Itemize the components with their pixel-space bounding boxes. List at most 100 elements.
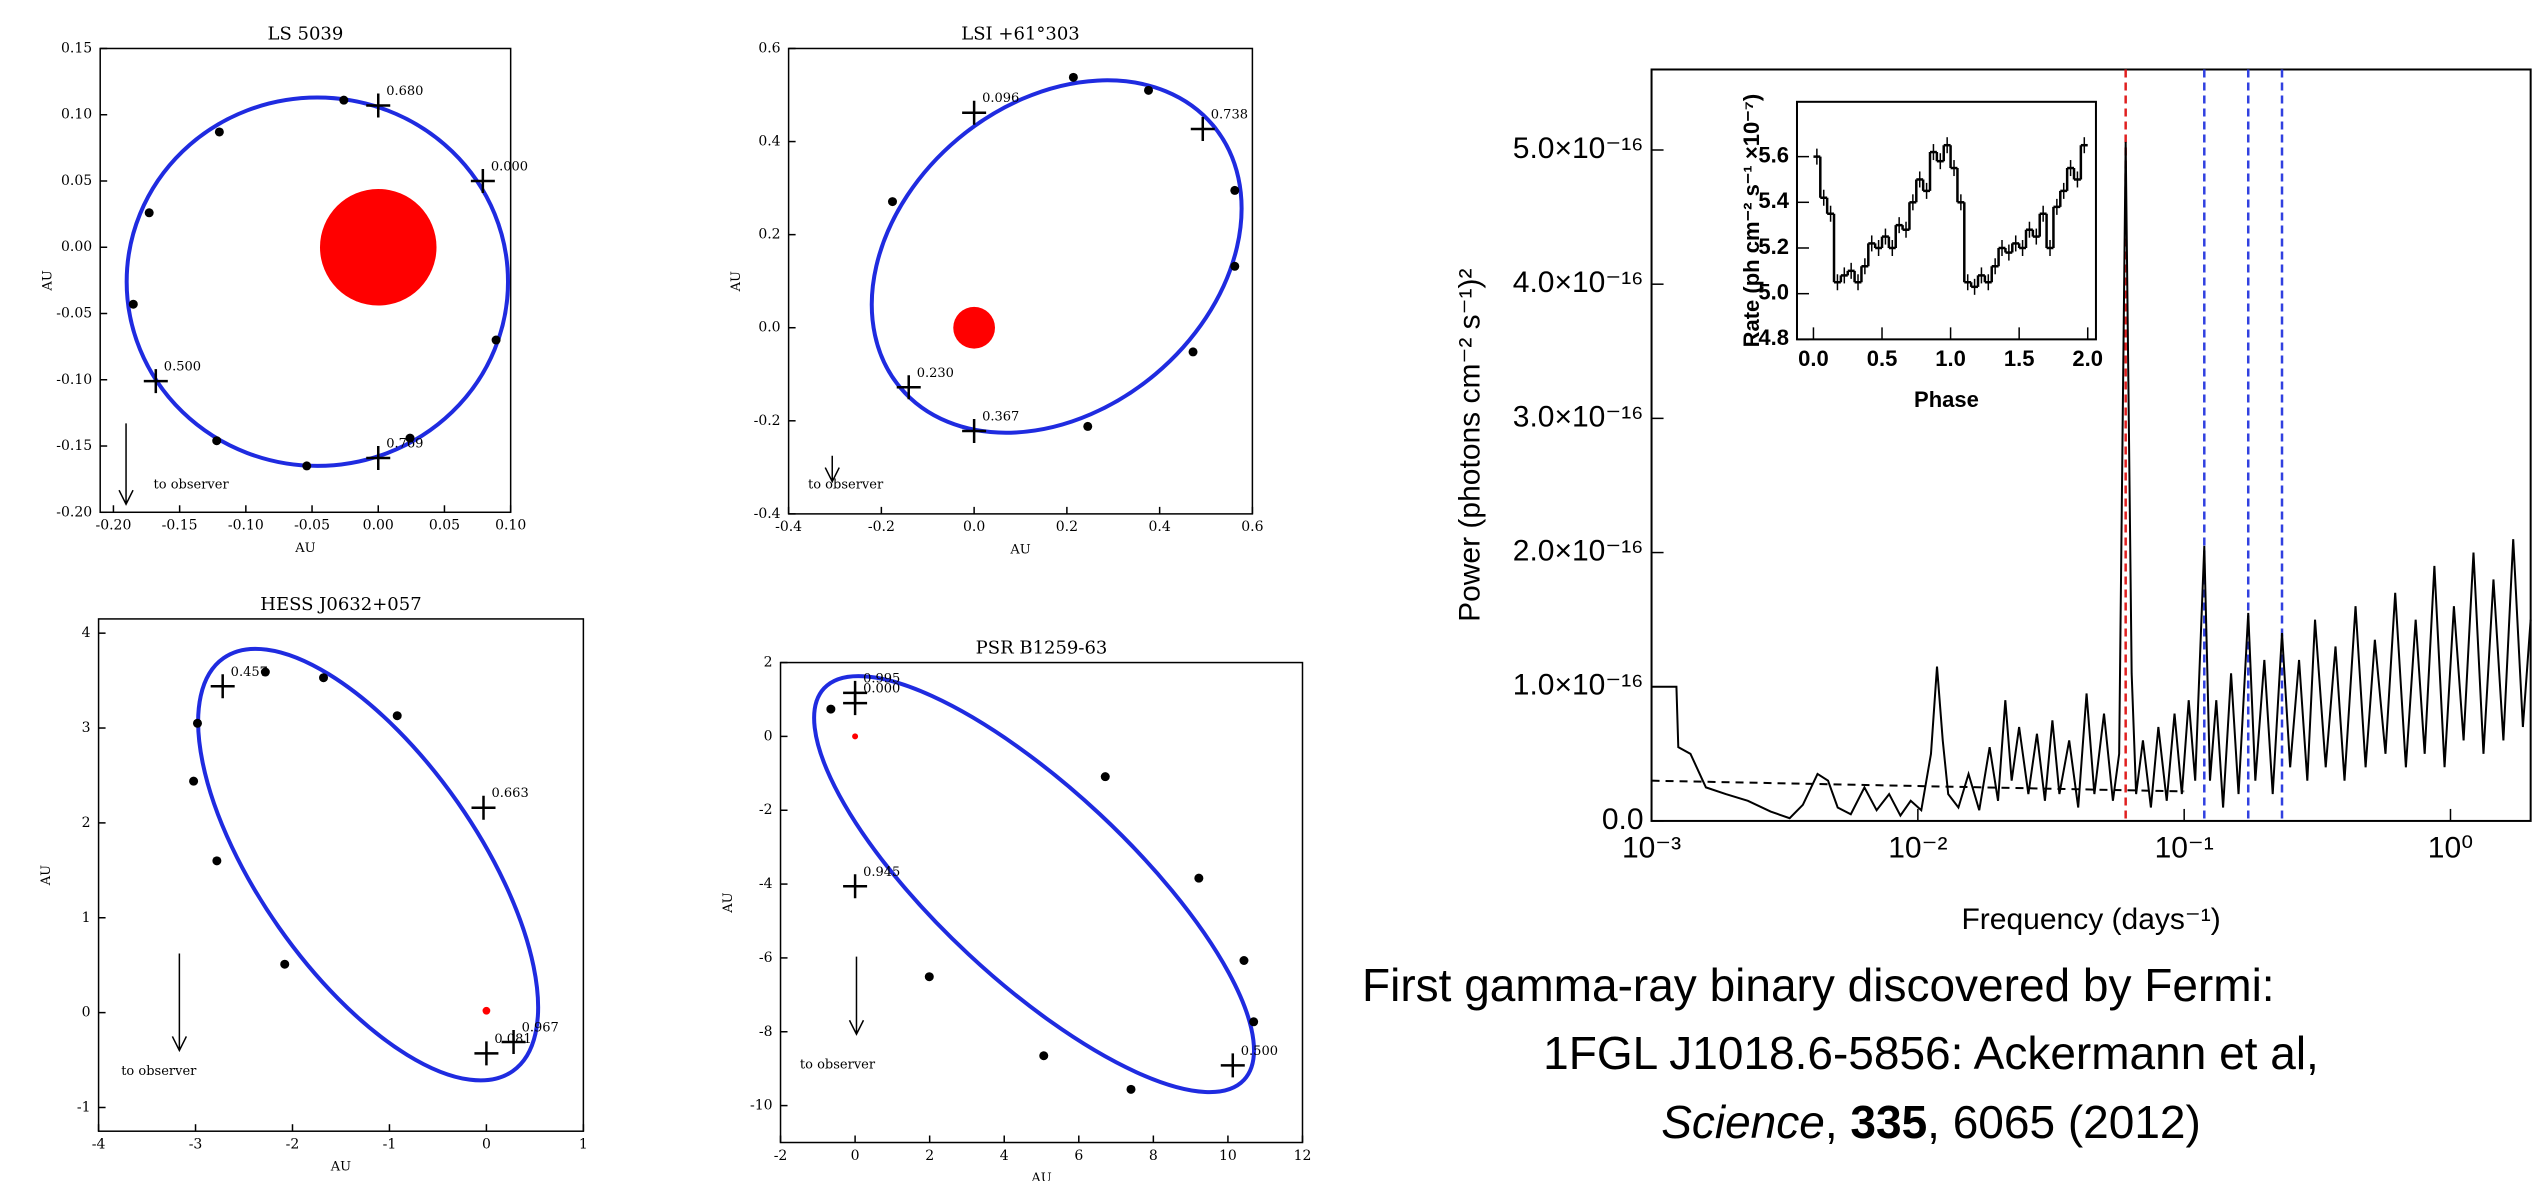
phase-label: 0.663	[492, 786, 529, 801]
orbit-point	[491, 335, 501, 345]
y-tick-label: 0.10	[61, 107, 92, 123]
y-tick-label: 0.00	[61, 239, 92, 255]
phase-label: 0.230	[917, 366, 954, 381]
y-axis-label: AU	[41, 270, 56, 291]
phase-label: 0.367	[982, 410, 1019, 425]
y-tick-label: 0.15	[61, 40, 92, 56]
x-tick-label: 0	[482, 1137, 491, 1153]
orbit-point	[189, 776, 199, 786]
orbit-point	[302, 461, 312, 471]
phase-marker	[143, 369, 168, 394]
x-tick-label: 10⁻²	[1888, 831, 1947, 864]
x-tick-label: 6	[1074, 1148, 1083, 1164]
x-tick-label: -0.4	[775, 519, 802, 535]
y-tick-label: 5.2	[1758, 234, 1789, 259]
x-axis-label: AU	[330, 1160, 351, 1175]
y-axis-label: AU	[729, 271, 744, 292]
plot-frame	[779, 661, 1304, 1144]
x-tick-label: 0.10	[495, 518, 526, 534]
plot-frame	[97, 618, 585, 1132]
x-axis-label: AU	[294, 541, 315, 556]
x-tick-label: 10⁻³	[1622, 831, 1681, 864]
x-tick-label: 0.05	[429, 518, 460, 534]
y-axis-label: AU	[721, 892, 736, 913]
phase-marker	[210, 674, 235, 699]
phase-marker	[501, 1030, 526, 1055]
phase-marker	[843, 874, 868, 899]
x-tick-label: -3	[189, 1137, 203, 1153]
phase-label: 0.945	[863, 865, 900, 880]
y-tick-label: 0.2	[758, 227, 780, 243]
x-tick-label: -2	[286, 1137, 300, 1153]
chart-title: PSR B1259-63	[976, 638, 1108, 659]
y-tick-label: 5.0×10⁻¹⁶	[1513, 132, 1644, 165]
y-tick-label: 3	[82, 720, 91, 736]
y-tick-label: 0.4	[758, 134, 780, 150]
x-tick-label: -0.10	[228, 518, 264, 534]
x-tick-label: -0.20	[95, 518, 131, 534]
x-tick-label: 0.4	[1149, 519, 1171, 535]
observer-arrow	[118, 423, 134, 506]
orbit-point	[214, 127, 224, 137]
phase-label: 0.500	[1241, 1044, 1278, 1059]
phase-label: 0.000	[491, 159, 528, 174]
orbit-point	[1144, 85, 1154, 95]
x-tick-label: -0.05	[294, 518, 330, 534]
citation-part: , 6065 (2012)	[1927, 1096, 2201, 1148]
orbit-point	[1230, 261, 1240, 271]
orbit-point	[1249, 1017, 1259, 1027]
x-tick-label: 2	[925, 1148, 934, 1164]
orbit-point	[339, 95, 349, 105]
observer-arrow	[848, 956, 865, 1036]
phase-marker	[474, 1041, 499, 1066]
y-tick-label: 2	[82, 815, 91, 831]
caption-citation: Science, 335, 6065 (2012)	[1661, 1096, 2201, 1148]
phase-marker	[962, 100, 987, 125]
phase-label: 0.967	[522, 1021, 559, 1036]
y-tick-label: 5.0	[1758, 279, 1789, 304]
observer-arrow	[824, 455, 840, 484]
phase-label: 0.738	[1211, 107, 1248, 122]
phase-label: 0.457	[231, 665, 268, 680]
phase-label: 0.680	[386, 84, 423, 99]
phase-label: 0.500	[164, 360, 201, 375]
y-tick-label: 0.05	[61, 173, 92, 189]
citation-part: Science	[1661, 1096, 1825, 1148]
x-tick-label: 0.00	[363, 518, 394, 534]
y-tick-label: 0	[82, 1005, 91, 1021]
y-tick-label: -4	[759, 876, 773, 892]
x-tick-label: 2.0	[2072, 346, 2103, 371]
x-tick-label: 4	[1000, 1148, 1009, 1164]
star	[319, 188, 437, 306]
observer-label: to observer	[800, 1057, 876, 1072]
chart-title: HESS J0632+057	[260, 594, 421, 615]
x-tick-label: 0.0	[1798, 346, 1829, 371]
orbit-point	[1083, 421, 1093, 431]
phase-label: 0.769	[386, 436, 423, 451]
y-axis-label: AU	[39, 865, 54, 886]
chart-title: LSI +61°303	[961, 23, 1079, 44]
orbit-point	[212, 436, 222, 446]
x-tick-label: 8	[1149, 1148, 1158, 1164]
phase-marker	[366, 445, 391, 470]
orbit-point	[212, 856, 222, 866]
orbit-point	[192, 718, 202, 728]
y-tick-label: -6	[759, 950, 773, 966]
phase-marker	[366, 93, 391, 118]
citation-part: ,	[1825, 1096, 1851, 1148]
orbit-point	[924, 972, 934, 982]
orbit-point	[826, 704, 836, 714]
orbit	[812, 674, 1256, 1095]
orbit-point	[405, 433, 415, 443]
plot-frame	[99, 47, 512, 514]
y-tick-label: -10	[750, 1098, 773, 1114]
y-tick-label: 4	[82, 625, 91, 641]
orbit-point	[1068, 72, 1078, 82]
x-tick-label: 0.2	[1056, 519, 1078, 535]
phase-marker	[1220, 1053, 1245, 1078]
phase-label: 0.995	[863, 671, 900, 686]
orbit-point	[1239, 955, 1249, 965]
x-axis-label: Frequency (days⁻¹)	[1961, 903, 2220, 936]
